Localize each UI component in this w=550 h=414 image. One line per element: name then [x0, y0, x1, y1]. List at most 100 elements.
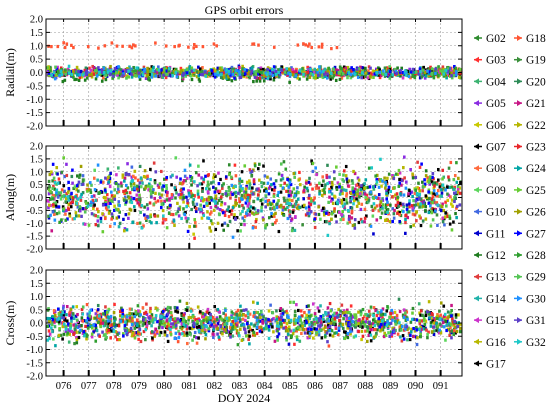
- data-point-G30: [133, 187, 136, 190]
- data-point-G30: [49, 214, 52, 217]
- data-point-G30: [151, 75, 154, 78]
- data-point-G21: [412, 335, 415, 338]
- data-point-G16: [425, 218, 428, 221]
- data-point-G17: [170, 183, 173, 186]
- data-point-G06: [182, 200, 185, 203]
- data-point-G11: [441, 192, 444, 195]
- data-point-G20: [253, 324, 256, 327]
- data-point-G30: [269, 72, 272, 75]
- data-point-G18: [110, 217, 113, 220]
- data-point-G31: [104, 177, 107, 180]
- data-point-G16: [412, 224, 415, 227]
- data-point-G14: [384, 313, 387, 316]
- data-point-G18: [321, 46, 324, 49]
- data-point-G18: [50, 45, 53, 48]
- data-point-G31: [450, 74, 453, 77]
- data-point-G07: [278, 230, 281, 233]
- data-point-G30: [295, 74, 298, 77]
- data-point-G20: [367, 326, 370, 329]
- data-point-G25: [147, 185, 150, 188]
- data-point-G23: [52, 203, 55, 206]
- data-point-G20: [123, 199, 126, 202]
- data-point-G21: [327, 306, 330, 309]
- data-point-G20: [71, 175, 74, 178]
- data-point-G08: [315, 187, 318, 190]
- data-point-G27: [67, 181, 70, 184]
- data-point-G20: [174, 306, 177, 309]
- data-point-G31: [360, 184, 363, 187]
- data-point-G02: [174, 196, 177, 199]
- data-point-G25: [355, 313, 358, 316]
- data-point-G30: [238, 70, 241, 73]
- data-point-G28: [258, 70, 261, 73]
- data-point-G15: [243, 223, 246, 226]
- data-point-G18: [64, 46, 67, 49]
- data-point-G30: [184, 169, 187, 172]
- data-point-G03: [285, 190, 288, 193]
- data-point-G21: [168, 197, 171, 200]
- data-point-G27: [187, 230, 190, 233]
- data-point-G14: [440, 195, 443, 198]
- data-point-G07: [408, 189, 411, 192]
- data-point-G26: [379, 200, 382, 203]
- data-point-G06: [248, 179, 251, 182]
- data-point-G13: [419, 322, 422, 325]
- data-point-G32: [199, 208, 202, 211]
- data-point-G06: [113, 205, 116, 208]
- data-point-G23: [459, 192, 462, 195]
- data-point-G26: [49, 173, 52, 176]
- data-point-G31: [453, 192, 456, 195]
- data-point-G28: [291, 205, 294, 208]
- data-point-G07: [66, 319, 69, 322]
- data-point-G31: [354, 218, 357, 221]
- data-point-G26: [116, 216, 119, 219]
- data-point-G14: [361, 220, 364, 223]
- data-point-G21: [261, 320, 264, 323]
- data-point-G23: [149, 201, 152, 204]
- data-point-G22: [173, 224, 176, 227]
- data-point-G17: [398, 178, 401, 181]
- data-point-G26: [213, 173, 216, 176]
- data-point-G08: [136, 222, 139, 225]
- data-point-G22: [340, 199, 343, 202]
- data-point-G19: [241, 194, 244, 197]
- data-point-G12: [412, 176, 415, 179]
- data-point-G09: [444, 339, 447, 342]
- data-point-G08: [196, 342, 199, 345]
- data-point-G17: [70, 205, 73, 208]
- data-point-G25: [423, 318, 426, 321]
- data-point-G32: [127, 70, 130, 73]
- data-point-G09: [260, 206, 263, 209]
- y-tick-label: 1.0: [30, 167, 43, 178]
- data-point-G28: [278, 172, 281, 175]
- data-point-G16: [301, 324, 304, 327]
- data-point-G26: [266, 176, 269, 179]
- data-point-G18: [396, 314, 399, 317]
- data-point-G24: [275, 318, 278, 321]
- data-point-G23: [255, 220, 258, 223]
- data-point-G30: [357, 76, 360, 79]
- data-point-G16: [444, 215, 447, 218]
- data-point-G02: [283, 160, 286, 163]
- y-tick-label: 1.5: [30, 28, 43, 39]
- data-point-G31: [275, 70, 278, 73]
- data-point-G24: [152, 66, 155, 69]
- data-point-G32: [419, 202, 422, 205]
- data-point-G24: [131, 221, 134, 224]
- data-point-G19: [277, 68, 280, 71]
- data-point-G16: [201, 329, 204, 332]
- data-point-G24: [239, 305, 242, 308]
- data-point-G02: [410, 321, 413, 324]
- data-point-G31: [191, 70, 194, 73]
- data-point-G30: [434, 72, 437, 75]
- data-point-G28: [374, 174, 377, 177]
- data-point-G09: [412, 199, 415, 202]
- data-point-G32: [140, 204, 143, 207]
- y-tick-label: -0.5: [26, 206, 43, 217]
- data-point-G03: [48, 329, 51, 332]
- data-point-G12: [263, 79, 266, 82]
- data-point-G30: [370, 190, 373, 193]
- data-point-G21: [101, 322, 104, 325]
- data-point-G22: [433, 321, 436, 324]
- data-point-G20: [262, 315, 265, 318]
